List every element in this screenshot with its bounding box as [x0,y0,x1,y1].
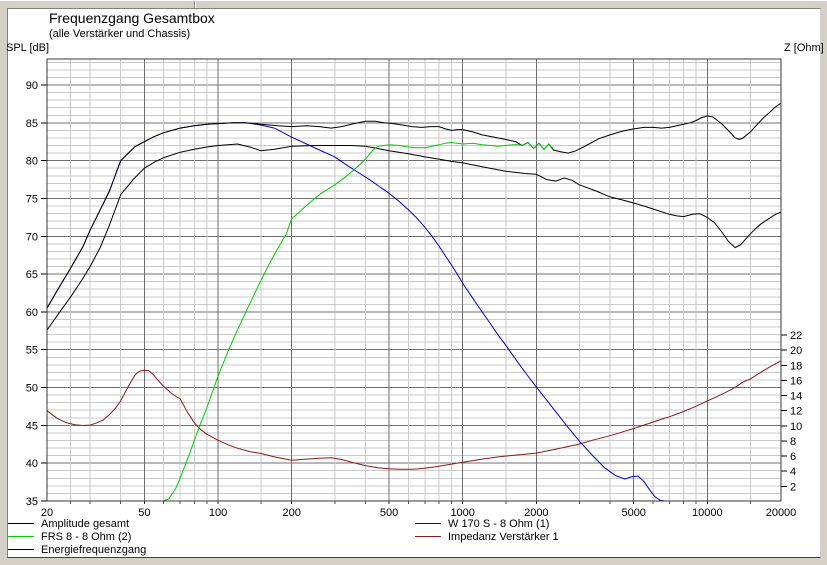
legend-line-sample-green [8,536,34,537]
legend-item-frs: FRS 8 - 8 Ohm (2) [8,531,131,544]
svg-text:20: 20 [41,507,53,519]
svg-text:65: 65 [26,269,38,281]
svg-text:20000: 20000 [766,507,797,519]
svg-text:35: 35 [26,496,38,508]
svg-text:1000: 1000 [450,507,474,519]
svg-text:2: 2 [790,481,796,493]
legend-item-amplitude: Amplitude gesamt [8,518,129,531]
svg-text:100: 100 [209,507,227,519]
svg-text:18: 18 [790,360,802,372]
window-top-strip [0,0,827,9]
svg-text:10: 10 [790,421,802,433]
svg-text:45: 45 [26,420,38,432]
svg-text:500: 500 [380,507,398,519]
legend-item-w170s: W 170 S - 8 Ohm (1) [415,518,549,531]
svg-text:90: 90 [26,80,38,92]
svg-text:6: 6 [790,451,796,463]
svg-text:5000: 5000 [621,507,645,519]
legend-line-sample-black [8,523,34,524]
svg-text:22: 22 [790,330,802,342]
svg-text:4: 4 [790,466,796,478]
legend-line-sample-blue [415,523,441,524]
legend-line-sample-black2 [8,549,34,550]
svg-text:16: 16 [790,375,802,387]
svg-text:50: 50 [26,383,38,395]
svg-text:50: 50 [138,507,150,519]
svg-text:75: 75 [26,193,38,205]
svg-text:10000: 10000 [692,507,723,519]
svg-text:80: 80 [26,156,38,168]
svg-text:14: 14 [790,391,802,403]
svg-text:8: 8 [790,436,796,448]
svg-text:40: 40 [26,458,38,470]
toolbar-separator [194,2,196,9]
svg-text:12: 12 [790,406,802,418]
svg-text:85: 85 [26,118,38,130]
svg-text:70: 70 [26,231,38,243]
chart-subtitle: (alle Verstärker und Chassis) [49,28,191,40]
svg-text:60: 60 [26,307,38,319]
legend-item-energie: Energiefrequenzgang [8,544,146,557]
legend-line-sample-darkred [415,536,441,537]
spl-axis-label: SPL [dB] [6,42,50,54]
svg-text:20: 20 [790,345,802,357]
svg-text:55: 55 [26,345,38,357]
z-axis-label: Z [Ohm] [784,42,824,54]
chart-title: Frequenzgang Gesamtbox [49,10,215,26]
svg-text:2000: 2000 [524,507,548,519]
svg-text:200: 200 [282,507,300,519]
legend-item-impedanz: Impedanz Verstärker 1 [415,531,559,544]
